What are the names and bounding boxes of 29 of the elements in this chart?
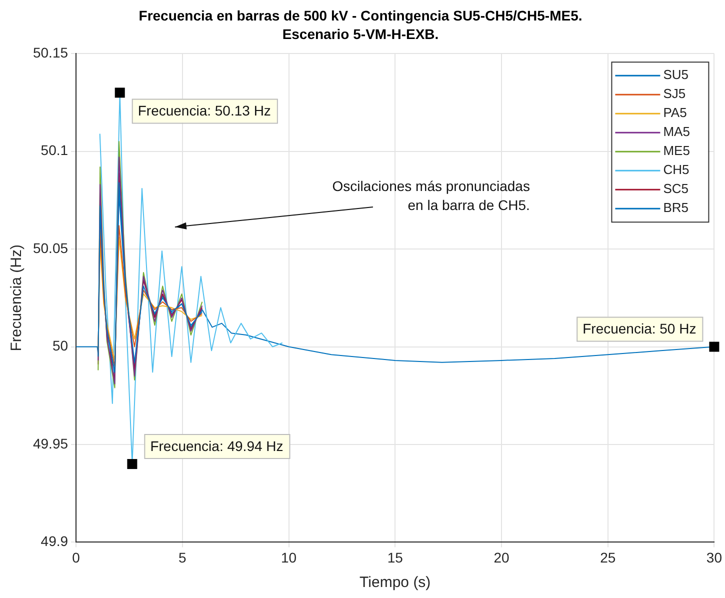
annotation: Frecuencia: 50 Hz (582, 320, 696, 337)
legend-label: SU5 (663, 67, 689, 82)
x-tick-label: 25 (600, 549, 616, 566)
legend-label: BR5 (663, 200, 689, 216)
legend-label: SC5 (663, 181, 689, 196)
annotation: Frecuencia: 50.13 Hz (138, 102, 271, 119)
y-tick-label: 50.15 (32, 44, 68, 60)
x-tick-label: 5 (178, 549, 186, 566)
chart-subtitle: Escenario 5-VM-H-EXB. (282, 26, 439, 42)
y-tick-label: 50 (52, 338, 68, 354)
x-tick-label: 30 (706, 549, 722, 566)
y-tick-label: 50.1 (40, 142, 68, 158)
y-tick-label: 49.9 (40, 533, 68, 550)
x-tick-label: 20 (494, 549, 510, 566)
y-tick-label: 50.05 (32, 240, 68, 256)
x-axis-title: Tiempo (s) (360, 574, 431, 592)
legend-label: ME5 (663, 143, 690, 158)
x-tick-label: 15 (387, 549, 404, 566)
annotation: Frecuencia: 49.94 Hz (150, 438, 284, 454)
x-tick-label: 10 (280, 549, 297, 566)
legend-label: MA5 (663, 124, 690, 140)
y-axis-title: Frecuencia (Hz) (8, 244, 26, 352)
chart-title: Frecuencia en barras de 500 kV - Contingencia SU5-CH5/CH5-ME5. (138, 7, 582, 24)
legend-label: PA5 (663, 105, 687, 120)
annotation: Oscilaciones más pronunciadas en la barra de CH5. (332, 178, 530, 213)
y-tick-label: 49.95 (32, 435, 68, 452)
legend-label: SJ5 (663, 86, 686, 102)
legend-label: CH5 (663, 162, 690, 178)
x-tick-label: 0 (72, 549, 80, 566)
